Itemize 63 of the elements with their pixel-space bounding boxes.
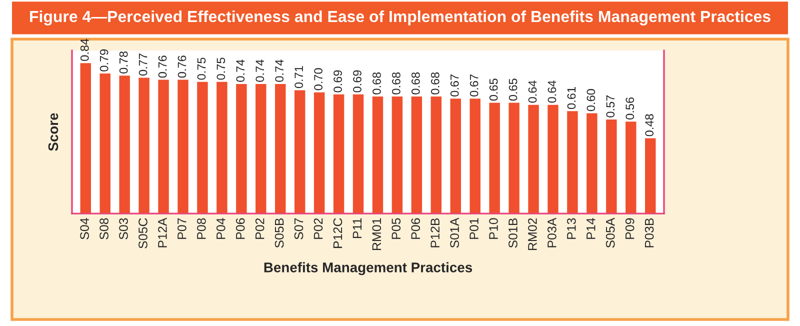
data-label: 0.67 [450, 74, 459, 96]
y-axis-title: Score [48, 113, 58, 151]
data-label: 0.69 [334, 70, 342, 92]
x-tick-label: P06 [411, 218, 420, 239]
data-label: 0.65 [508, 78, 518, 101]
x-tick-label: P08 [196, 218, 206, 239]
x-tick-label: P03A [548, 218, 556, 248]
data-label: 0.70 [314, 68, 322, 90]
data-label: 0.64 [548, 80, 556, 103]
x-tick-label: P12B [430, 218, 440, 248]
x-tick-label: S01A [450, 218, 459, 248]
chart-title: Figure 4—Perceived Effectiveness and Ease of Implementation of Benefits Management Practices [30, 10, 770, 26]
data-label: 0.68 [430, 72, 440, 94]
data-label: 0.76 [158, 56, 167, 78]
data-label: 0.76 [178, 56, 186, 78]
data-label: 0.75 [197, 58, 206, 80]
data-label: 0.60 [586, 89, 596, 112]
x-tick-label: S05B [274, 218, 284, 248]
x-tick-label: P04 [216, 218, 226, 239]
data-label: 0.74 [256, 60, 264, 82]
data-label: 0.65 [489, 78, 498, 101]
data-label: 0.57 [606, 95, 615, 118]
x-tick-label: P01 [470, 218, 478, 239]
data-label: 0.75 [216, 58, 226, 80]
data-label: 0.69 [353, 70, 362, 92]
x-tick-label: P09 [625, 218, 634, 239]
x-tick-label: RM02 [528, 218, 537, 250]
x-tick-label: S04 [80, 218, 89, 240]
x-tick-label: P02 [255, 218, 264, 239]
data-label: 0.67 [470, 74, 478, 96]
x-tick-label: S01B [508, 218, 518, 248]
x-tick-label: S08 [100, 218, 108, 240]
data-label: 0.68 [411, 72, 420, 94]
x-tick-label: RM01 [372, 218, 382, 250]
data-label: 0.61 [567, 87, 576, 109]
data-label: 0.78 [119, 51, 128, 74]
x-tick-label: P07 [178, 218, 186, 239]
x-tick-label: P05 [392, 218, 401, 239]
x-tick-label: P14 [586, 218, 596, 239]
data-label: 0.77 [138, 54, 148, 76]
x-tick-label: P11 [352, 218, 362, 238]
x-tick-label: P10 [489, 218, 498, 239]
data-label: 0.79 [100, 49, 108, 72]
x-tick-label: P13 [566, 218, 576, 239]
x-tick-label: P02 [314, 218, 323, 239]
data-label: 0.48 [645, 114, 654, 136]
x-tick-label: S07 [294, 218, 304, 240]
data-label: 0.64 [528, 80, 537, 103]
x-tick-label: S03 [119, 218, 128, 240]
x-tick-label: P06 [236, 218, 245, 239]
data-label: 0.74 [236, 60, 245, 82]
data-label: 0.56 [626, 97, 634, 120]
data-label: 0.71 [294, 66, 304, 88]
x-tick-label: S05C [138, 218, 148, 248]
x-tick-label: S05A [606, 218, 615, 248]
data-label: 0.68 [392, 72, 400, 94]
x-tick-label: P03B [644, 218, 654, 248]
x-tick-label: P12A [158, 218, 167, 248]
data-label: 0.84 [80, 38, 89, 61]
x-axis-title: Benefits Management Practices [264, 262, 472, 276]
data-label: 0.68 [372, 72, 381, 94]
x-tick-label: P12C [333, 218, 342, 248]
data-label: 0.74 [275, 60, 284, 82]
